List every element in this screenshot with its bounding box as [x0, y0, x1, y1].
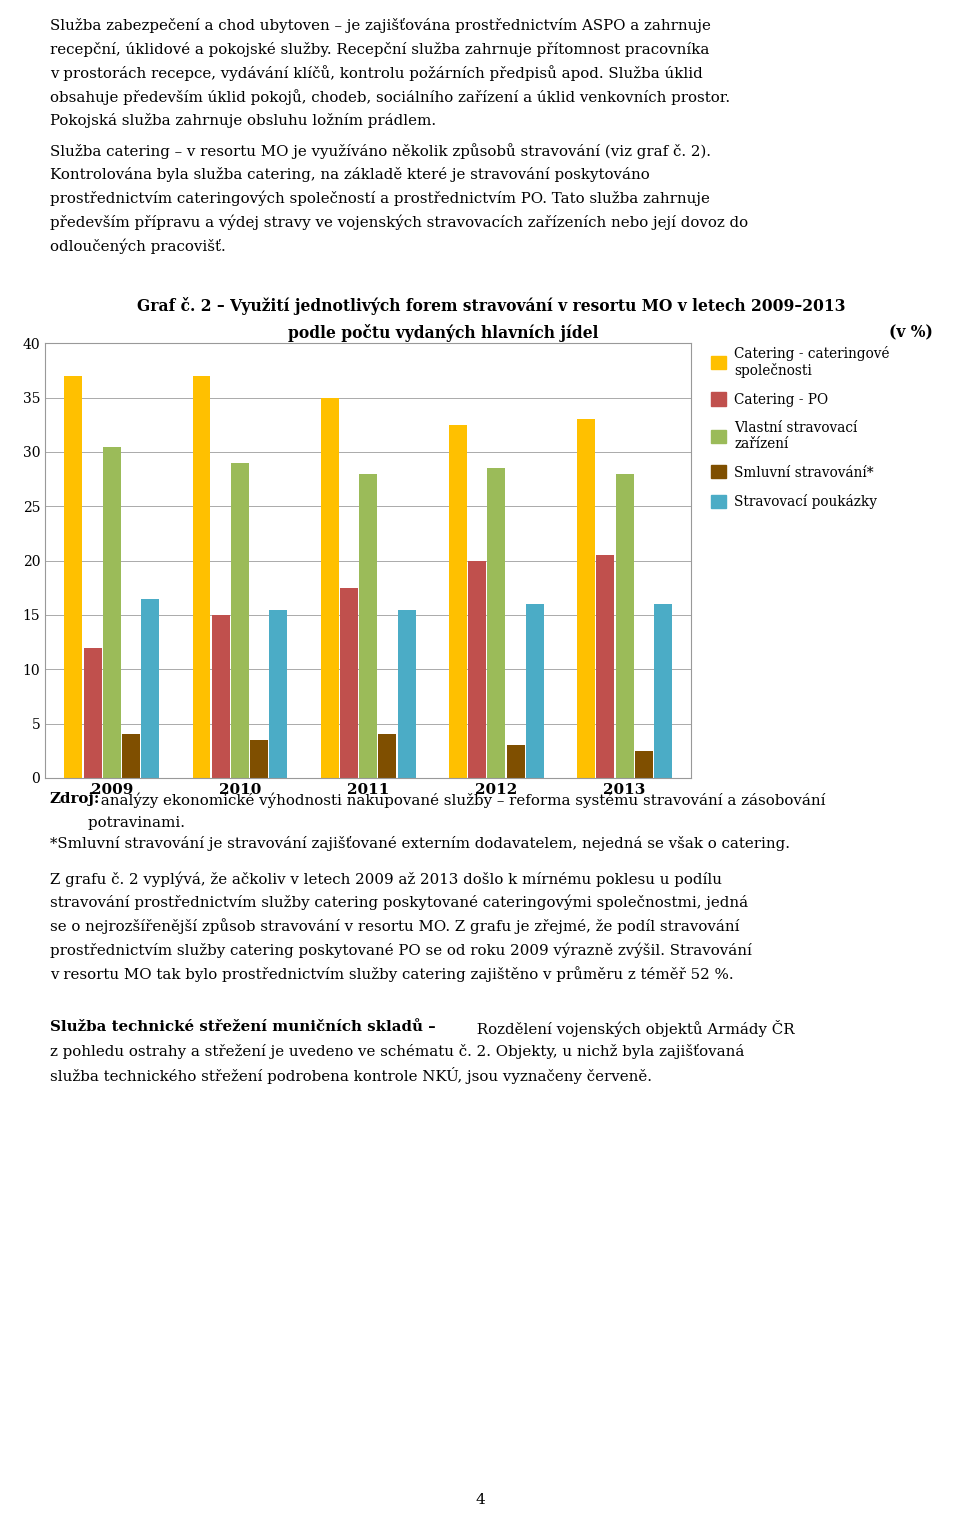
Bar — [64, 375, 83, 778]
Text: analýzy ekonomické výhodnosti nakupované služby – reforma systému stravování a z: analýzy ekonomické výhodnosti nakupované… — [96, 791, 826, 808]
Bar — [251, 740, 268, 778]
Text: především přípravu a výdej stravy ve vojenských stravovacích zařízeních nebo jej: především přípravu a výdej stravy ve voj… — [50, 215, 748, 230]
Text: podle počtu vydaných hlavních jídel: podle počtu vydaných hlavních jídel — [288, 325, 598, 343]
Text: Služba catering – v resortu MO je využíváno několik způsobů stravování (viz graf: Služba catering – v resortu MO je využív… — [50, 143, 711, 160]
Text: z pohledu ostrahy a střežení je uvedeno ve schématu č. 2. Objekty, u nichž byla : z pohledu ostrahy a střežení je uvedeno … — [50, 1043, 744, 1058]
Bar — [596, 555, 614, 778]
Text: služba technického střežení podrobena kontrole NKÚ, jsou vyznačeny červeně.: služba technického střežení podrobena ko… — [50, 1068, 652, 1084]
Text: recepční, úklidové a pokojské služby. Recepční služba zahrnuje přítomnost pracov: recepční, úklidové a pokojské služby. Re… — [50, 41, 709, 56]
Text: Z grafu č. 2 vyplývá, že ačkoliv v letech 2009 až 2013 došlo k mírnému poklesu u: Z grafu č. 2 vyplývá, že ačkoliv v letec… — [50, 871, 722, 888]
Text: v prostorách recepce, vydávání klíčů, kontrolu požárních předpisů apod. Služba ú: v prostorách recepce, vydávání klíčů, ko… — [50, 66, 703, 81]
Bar — [122, 735, 140, 778]
Bar — [488, 468, 505, 778]
Bar — [212, 615, 229, 778]
Text: prostřednictvím služby catering poskytované PO se od roku 2009 výrazně zvýšil. S: prostřednictvím služby catering poskytov… — [50, 942, 752, 958]
Text: 4: 4 — [475, 1493, 485, 1507]
Bar — [359, 474, 377, 778]
Text: Pokojská služba zahrnuje obsluhu ložním prádlem.: Pokojská služba zahrnuje obsluhu ložním … — [50, 113, 436, 128]
Text: Služba technické střežení muničních skladů –: Služba technické střežení muničních skla… — [50, 1020, 436, 1034]
Text: stravování prostřednictvím služby catering poskytované cateringovými společnostm: stravování prostřednictvím služby cateri… — [50, 895, 748, 910]
Bar — [193, 375, 210, 778]
Bar — [507, 746, 524, 778]
Bar — [231, 462, 249, 778]
Bar — [84, 648, 102, 778]
Bar — [526, 604, 543, 778]
Text: se o nejrozšířenější způsob stravování v resortu MO. Z grafu je zřejmé, že podíl: se o nejrozšířenější způsob stravování v… — [50, 918, 739, 935]
Text: prostřednictvím cateringových společností a prostřednictvím PO. Tato služba zahr: prostřednictvím cateringových společnost… — [50, 191, 709, 206]
Bar — [577, 419, 595, 778]
Bar — [321, 398, 339, 778]
Bar — [270, 610, 287, 778]
Text: obsahuje především úklid pokojů, chodeb, sociálního zařízení a úklid venkovních : obsahuje především úklid pokojů, chodeb,… — [50, 88, 730, 105]
Text: odloučených pracovišť.: odloučených pracovišť. — [50, 238, 226, 253]
Bar — [615, 474, 634, 778]
Text: Zdroj:: Zdroj: — [50, 791, 100, 807]
Bar — [378, 735, 396, 778]
Text: (v %): (v %) — [889, 325, 933, 342]
Legend: Catering - cateringové
společnosti, Catering - PO, Vlastní stravovací
zařízení, : Catering - cateringové společnosti, Cate… — [711, 346, 890, 509]
Bar — [397, 610, 416, 778]
Bar — [449, 425, 467, 778]
Text: Kontrolována byla služba catering, na základě které je stravování poskytováno: Kontrolována byla služba catering, na zá… — [50, 168, 650, 181]
Text: Služba zabezpečení a chod ubytoven – je zajišťována prostřednictvím ASPO a zahrn: Služba zabezpečení a chod ubytoven – je … — [50, 18, 710, 34]
Text: *Smluvní stravování je stravování zajišťované externím dodavatelem, nejedná se v: *Smluvní stravování je stravování zajišť… — [50, 836, 790, 851]
Bar — [468, 561, 486, 778]
Text: Rozdělení vojenských objektů Armády ČR: Rozdělení vojenských objektů Armády ČR — [472, 1020, 795, 1037]
Text: v resortu MO tak bylo prostřednictvím služby catering zajištěno v průměru z témě: v resortu MO tak bylo prostřednictvím sl… — [50, 965, 733, 982]
Bar — [340, 587, 358, 778]
Bar — [654, 604, 672, 778]
Bar — [635, 750, 653, 778]
Bar — [141, 599, 159, 778]
Bar — [103, 447, 121, 778]
Text: potravinami.: potravinami. — [50, 816, 185, 830]
Text: Graf č. 2 – Využití jednotlivých forem stravování v resortu MO v letech 2009–201: Graf č. 2 – Využití jednotlivých forem s… — [137, 297, 846, 316]
